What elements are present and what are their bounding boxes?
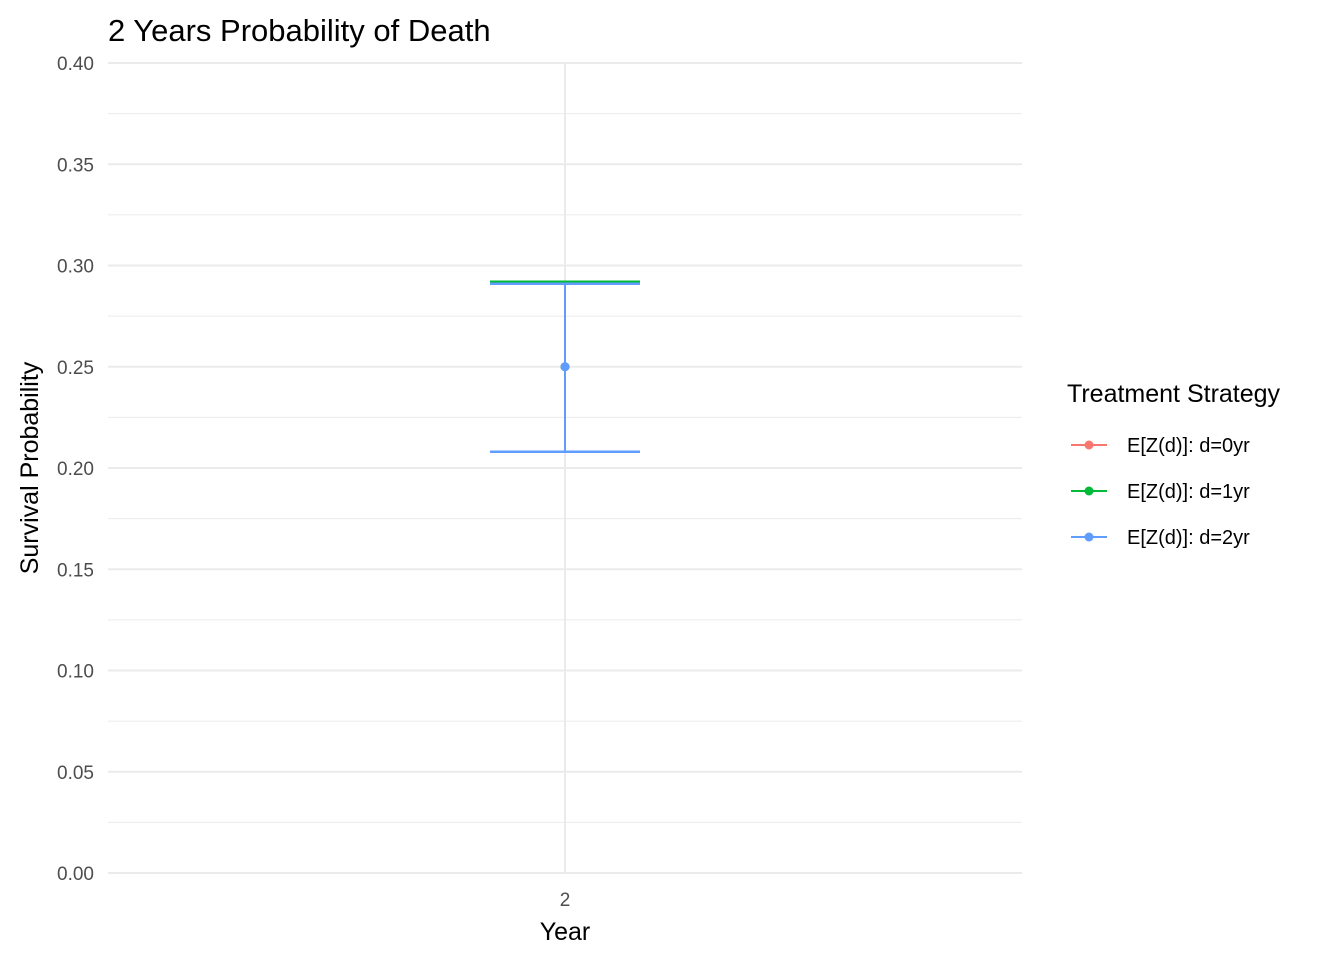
y-tick-label: 0.00 xyxy=(57,864,94,885)
y-axis-title: Survival Probability xyxy=(16,361,44,574)
legend-label: E[Z(d)]: d=1yr xyxy=(1127,481,1250,503)
data-point xyxy=(560,362,570,372)
y-axis-ticks: 0.00 0.05 0.10 0.15 0.20 0.25 0.30 0.35 0.40 xyxy=(57,54,94,885)
x-axis-ticks: 2 xyxy=(560,890,571,911)
plot-data xyxy=(490,280,640,454)
series-errorbar xyxy=(490,282,640,454)
legend: Treatment Strategy E[Z(d)]: d=0yrE[Z(d)]… xyxy=(1067,380,1281,549)
y-tick-label: 0.35 xyxy=(57,155,94,176)
legend-item: E[Z(d)]: d=0yr xyxy=(1071,435,1250,457)
y-tick-label: 0.25 xyxy=(57,358,94,379)
grid-lines xyxy=(108,62,1022,874)
y-tick-label: 0.40 xyxy=(57,54,94,75)
legend-items: E[Z(d)]: d=0yr E[Z(d)]: d=1yr E[Z(d)]: d=2… xyxy=(1071,435,1250,549)
legend-title: Treatment Strategy xyxy=(1067,380,1281,408)
x-axis-title: Year xyxy=(540,918,591,946)
legend-item: E[Z(d)]: d=2yr xyxy=(1071,527,1250,549)
y-tick-label: 0.10 xyxy=(57,662,94,683)
legend-item: E[Z(d)]: d=1yr xyxy=(1071,481,1250,503)
legend-label: E[Z(d)]: d=0yr xyxy=(1127,435,1250,457)
legend-key-point xyxy=(1084,532,1094,542)
legend-label: E[Z(d)]: d=2yr xyxy=(1127,527,1250,549)
legend-key-point xyxy=(1084,440,1094,450)
y-tick-label: 0.05 xyxy=(57,763,94,784)
x-tick-label: 2 xyxy=(560,890,571,911)
chart-title: 2 Years Probability of Death xyxy=(108,13,491,48)
legend-key-point xyxy=(1084,486,1094,496)
y-tick-label: 0.15 xyxy=(57,560,94,581)
y-tick-label: 0.20 xyxy=(57,459,94,480)
y-tick-label: 0.30 xyxy=(57,257,94,278)
